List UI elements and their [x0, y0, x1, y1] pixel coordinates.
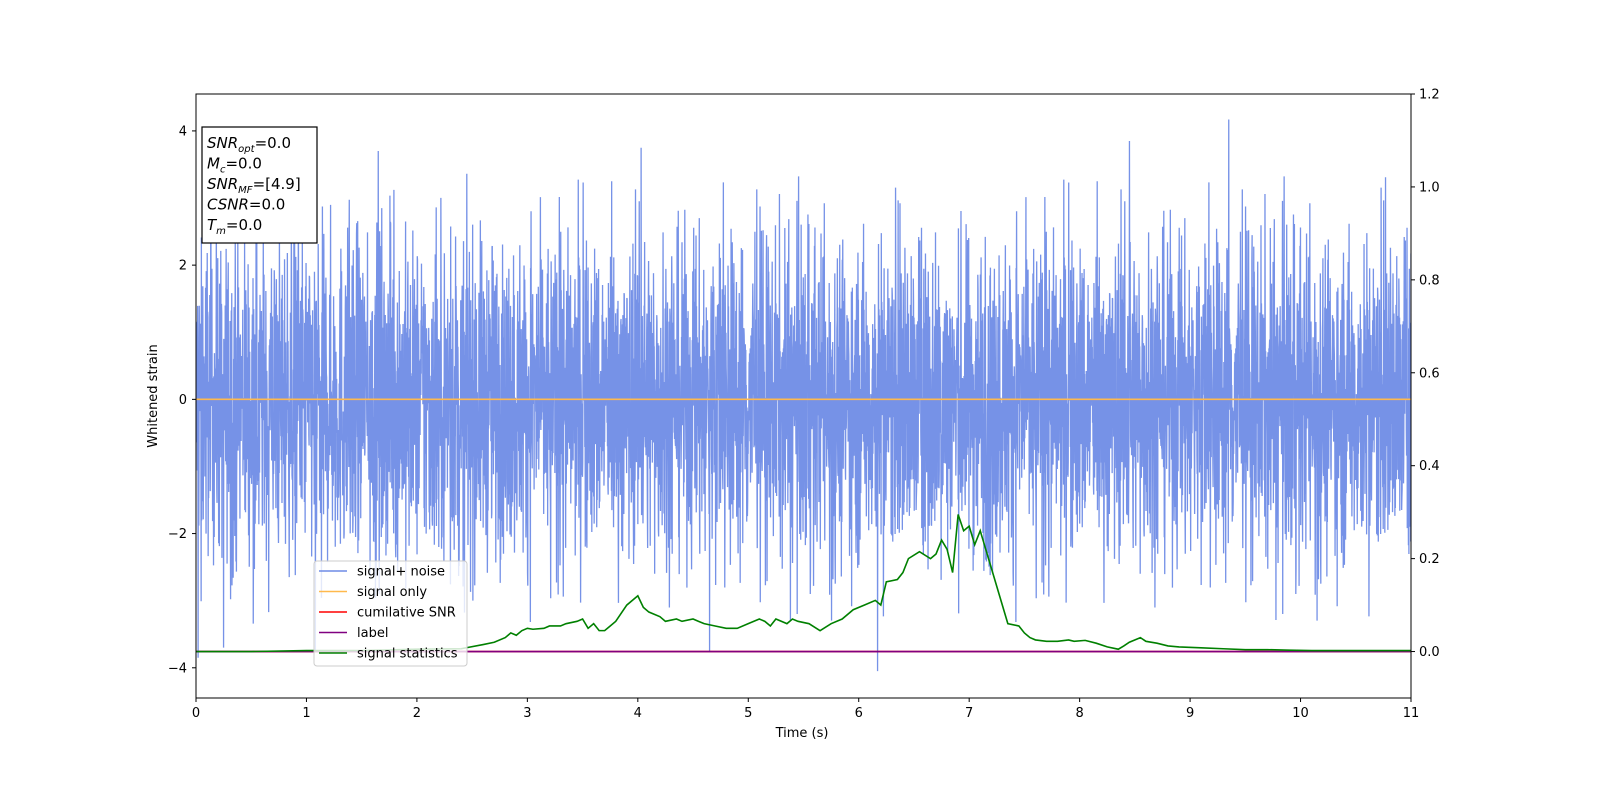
x-axis: 0 1 2 3 4 5 6 7 8 9 10 11 [192, 698, 1419, 721]
y2-tick-label: 0.4 [1419, 459, 1440, 474]
legend-item: signal only [319, 585, 427, 600]
legend-item: signal statistics [319, 647, 458, 662]
legend-item: label [319, 626, 388, 641]
signal-noise-line [196, 119, 1411, 672]
legend-label: signal only [357, 585, 427, 600]
y2-tick-label: 1.2 [1419, 88, 1440, 103]
y2-tick-label: 1.0 [1419, 180, 1440, 195]
x-tick-label: 2 [413, 706, 421, 721]
y-axis-label: Whitened strain [146, 344, 161, 447]
legend-label: signal statistics [357, 647, 458, 662]
plot-frame [195, 93, 1412, 699]
x-tick-label: 3 [523, 706, 531, 721]
y-tick-label: 0 [179, 393, 187, 408]
info-box-frame [201, 126, 318, 244]
x-tick-label: 9 [1186, 706, 1194, 721]
y2-tick-label: 0.6 [1419, 366, 1440, 381]
x-tick-label: 8 [1075, 706, 1083, 721]
signal-statistics-line [196, 514, 1411, 653]
y2-tick-label: 0.2 [1419, 552, 1440, 567]
legend-label: signal+ noise [357, 565, 445, 580]
x-tick-label: 11 [1403, 706, 1420, 721]
x-tick-label: 4 [634, 706, 642, 721]
y-axis-left: −4 −2 0 2 4 [168, 124, 196, 676]
info-line: SNRMF=[4.9] [207, 175, 301, 196]
legend-label: label [357, 626, 388, 641]
legend-item: cumilative SNR [319, 606, 456, 621]
legend: signal+ noise signal only cumilative SNR la… [313, 560, 468, 667]
y2-tick-label: 0.0 [1419, 645, 1440, 660]
x-tick-label: 6 [855, 706, 863, 721]
info-line: Tm=0.0 [207, 216, 262, 237]
y-axis-right: 0.0 0.2 0.4 0.6 0.8 1.0 1.2 [1411, 88, 1440, 660]
y-tick-label: −4 [168, 661, 187, 676]
x-tick-label: 7 [965, 706, 973, 721]
legend-item: signal+ noise [319, 565, 445, 580]
y-tick-label: −2 [168, 527, 187, 542]
legend-frame [313, 560, 468, 667]
x-tick-label: 10 [1292, 706, 1309, 721]
x-axis-label: Time (s) [775, 726, 829, 741]
y-tick-label: 4 [179, 124, 187, 139]
signal-noise-series [196, 119, 1411, 672]
x-tick-label: 0 [192, 706, 200, 721]
legend-label: cumilative SNR [357, 606, 456, 621]
info-line: SNRopt=0.0 [207, 134, 291, 155]
x-tick-label: 5 [744, 706, 752, 721]
y2-tick-label: 0.8 [1419, 273, 1440, 288]
x-tick-label: 1 [302, 706, 310, 721]
info-line: CSNR=0.0 [207, 196, 285, 214]
y-tick-label: 2 [179, 259, 187, 274]
info-line: Mc=0.0 [207, 155, 262, 176]
